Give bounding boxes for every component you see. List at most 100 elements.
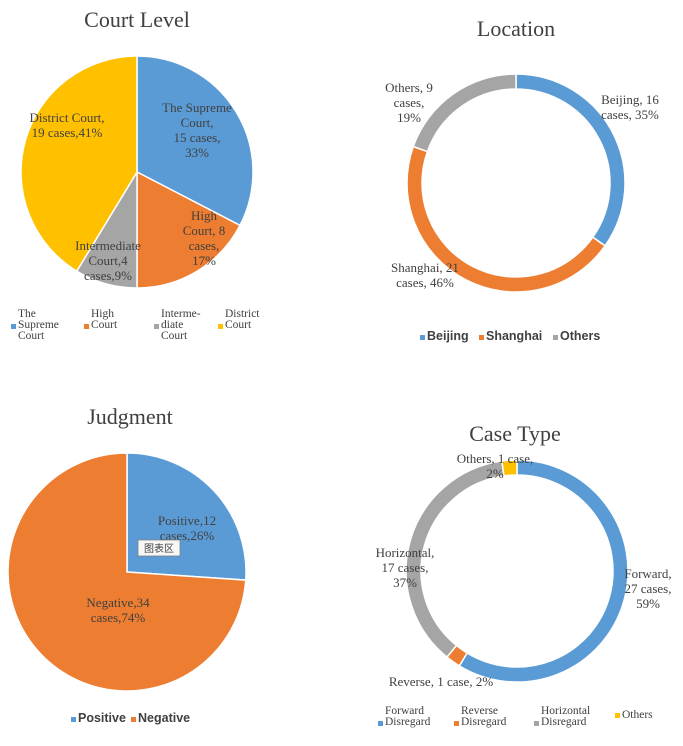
data-label-line: 15 cases, [174, 130, 221, 145]
legend-label: Positive [78, 711, 126, 725]
legend-swatch [154, 324, 159, 329]
chart-area-tag [137, 539, 181, 557]
pie-slice-others [501, 459, 518, 477]
data-label-line: 19 cases,41% [32, 125, 103, 140]
data-label-line: Negative,34 [86, 595, 150, 610]
legend-item: Interme-diate Court [154, 308, 201, 342]
legend-swatch [11, 324, 16, 329]
data-label-line: Court,4 [88, 253, 128, 268]
legend-label-line: Negative [138, 711, 190, 725]
data-label-line: Court, [181, 115, 214, 130]
data-label: The Supreme Court, 15 cases, 33% [162, 100, 232, 160]
legend-label-line: Disregard [385, 716, 431, 728]
legend-label: Beijing [427, 329, 469, 343]
chart-title: Case Type [469, 421, 561, 446]
legend-label-line: Reverse [461, 705, 498, 717]
chart-2: Location Beijing, 16 cases, 35% Shanghai, 2… [385, 16, 659, 343]
data-label-line: cases, [189, 238, 220, 253]
chart-area-tag-label: 图表区 [144, 542, 174, 555]
legend-swatch [378, 721, 383, 726]
data-label-line: cases,74% [91, 610, 146, 625]
data-label: Positive,12 cases,26% [158, 513, 216, 543]
chart-title: Location [477, 16, 555, 41]
legend-label-line: Court [225, 319, 252, 331]
legend-label-line: Others [560, 329, 600, 343]
data-label-line: Positive,12 [158, 513, 216, 528]
legend-label: Forward Disregard [385, 705, 431, 728]
data-label-line: 27 cases, [625, 581, 672, 596]
legend-item: Others [553, 329, 600, 343]
legend-label-line: High [91, 308, 114, 320]
legend-label: High Court [91, 308, 118, 331]
data-label-line: Beijing, 16 [601, 92, 659, 107]
legend-swatch [479, 335, 484, 340]
legend-item: Negative [131, 711, 190, 725]
legend-swatch [615, 713, 620, 718]
legend-label: Others [560, 329, 600, 343]
pie-slice-forward-disregard [458, 459, 629, 683]
legend-item: Reverse Disregard [454, 705, 507, 728]
legend-item: Positive [71, 711, 126, 725]
data-label: Others, 1 case, 2% [457, 451, 534, 481]
pie-slice-the-supreme-court [136, 55, 254, 227]
legend-label: The Supreme Court [18, 308, 59, 342]
legend-label: Horizontal Disregard [541, 705, 590, 728]
data-label-line: Shanghai, 21 [391, 260, 459, 275]
legend-label: Negative [138, 711, 190, 725]
legend-swatch [454, 721, 459, 726]
data-label-line: 17% [192, 253, 216, 268]
legend-item: District Court [218, 308, 260, 331]
legend-label-line: Disregard [461, 716, 507, 728]
legend-item: Beijing [420, 329, 469, 343]
data-label-line: Others, 1 case, [457, 451, 534, 466]
data-label-line: cases, [394, 95, 425, 110]
legend-swatch [84, 324, 89, 329]
data-label-line: High [191, 208, 218, 223]
data-label: High Court, 8 cases, 17% [183, 208, 226, 268]
legend-label-line: Shanghai [486, 329, 542, 343]
data-label-line: Horizontal, [376, 545, 435, 560]
legend-label-line: Forward [385, 705, 424, 717]
legend-label-line: Beijing [427, 329, 469, 343]
data-label: Negative,34 cases,74% [86, 595, 150, 625]
data-label-line: Reverse, 1 case, 2% [389, 674, 493, 689]
legend-label-line: Court [18, 330, 45, 342]
data-label-line: 33% [185, 145, 209, 160]
data-label: Shanghai, 21 cases, 46% [391, 260, 459, 290]
legend-swatch [131, 717, 136, 722]
legend-label-line: Interme- [161, 308, 201, 320]
legend-label: Interme-diate Court [161, 308, 201, 342]
data-label-line: Intermediate [75, 238, 141, 253]
legend-swatch [534, 721, 539, 726]
data-label-line: Others, 9 [385, 80, 433, 95]
legend-label-line: The [18, 308, 36, 320]
data-label-line: cases,26% [160, 528, 215, 543]
chart-title: Judgment [87, 404, 173, 429]
legend-swatch [420, 335, 425, 340]
pie-slice-negative [7, 452, 247, 692]
data-label: Others, 9 cases, 19% [385, 80, 433, 125]
legend-label-line: Court [91, 319, 118, 331]
legend-label-line: Others [622, 709, 653, 721]
data-label-line: The Supreme [162, 100, 232, 115]
legend-label-line: Horizontal [541, 705, 590, 717]
legend-label-line: Disregard [541, 716, 587, 728]
legend-label: Shanghai [486, 329, 542, 343]
data-label-line: cases,9% [84, 268, 132, 283]
chart-4: Case Type Forward, 27 cases, 59% Reverse, 1 … [376, 421, 672, 728]
legend-swatch [553, 335, 558, 340]
legend-label-line: diate [161, 319, 183, 331]
legend-label: Others [622, 709, 653, 721]
chart-title: Court Level [84, 7, 190, 32]
legend-swatch [71, 717, 76, 722]
pie-slice-district-court [20, 55, 138, 273]
data-label: District Court, 19 cases,41% [29, 110, 104, 140]
legend-label-line: Supreme [18, 319, 59, 331]
data-label-line: Forward, [624, 566, 671, 581]
data-label: Reverse, 1 case, 2% [389, 674, 493, 689]
legend-item: The Supreme Court [11, 308, 59, 342]
data-label-line: 19% [397, 110, 421, 125]
legend-swatch [218, 324, 223, 329]
